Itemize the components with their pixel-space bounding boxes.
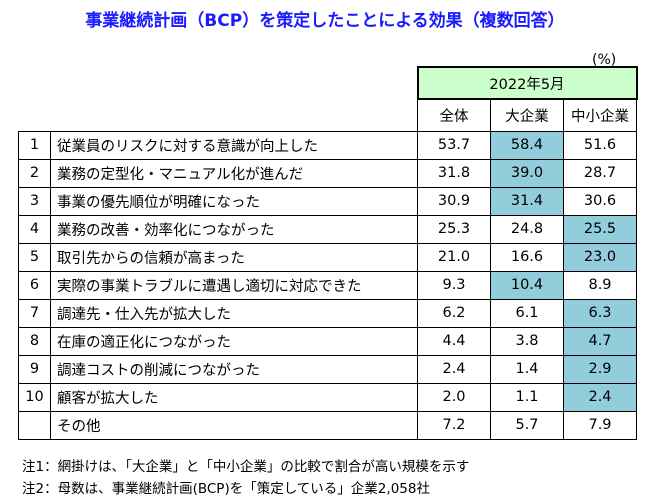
value-cell: 6.3 [563,298,637,328]
note-1: 注1：網掛けは、「大企業」と「中小企業」の比較で割合が高い規模を示す [22,459,470,475]
value-cell: 5.7 [490,410,564,440]
rank-cell: 4 [18,214,51,244]
item-label: 顧客が拡大した [50,382,418,412]
rank-cell: 2 [18,158,51,188]
value-cell: 23.0 [563,242,637,272]
item-label: 調達先・仕入先が拡大した [50,298,418,328]
value-cell: 30.9 [417,186,491,216]
value-cell: 2.0 [417,382,491,412]
rank-cell: 10 [18,382,51,412]
value-cell: 1.1 [490,382,564,412]
value-cell: 7.2 [417,410,491,440]
item-label: 事業の優先順位が明確になった [50,186,418,216]
table-row: 7 調達先・仕入先が拡大した 6.2 6.1 6.3 [18,298,637,328]
results-table: 2022年5月 全体 大企業 中小企業 1 従業員のリスクに対する意識が向上した 5… [18,66,638,440]
value-cell: 10.4 [490,270,564,300]
table-row: 2 業務の定型化・マニュアル化が進んだ 31.8 39.0 28.7 [18,158,637,188]
item-label: 調達コストの削減につながった [50,354,418,384]
item-label: 実際の事業トラブルに遭遇し適切に対応できた [50,270,418,300]
period-header: 2022年5月 [416,66,638,100]
value-cell: 31.4 [490,186,564,216]
value-cell: 39.0 [490,158,564,188]
value-cell: 25.3 [417,214,491,244]
table-row: 8 在庫の適正化につながった 4.4 3.8 4.7 [18,326,637,356]
value-cell: 31.8 [417,158,491,188]
table-row: 4 業務の改善・効率化につながった 25.3 24.8 25.5 [18,214,637,244]
note-2: 注2：母数は、事業継続計画(BCP)を「策定している」企業2,058社 [22,481,430,497]
page-title: 事業継続計画（BCP）を策定したことによる効果（複数回答） [85,11,565,31]
item-label: 業務の定型化・マニュアル化が進んだ [50,158,418,188]
value-cell: 24.8 [490,214,564,244]
table-row: 1 従業員のリスクに対する意識が向上した 53.7 58.4 51.6 [18,130,637,160]
rank-cell: 7 [18,298,51,328]
value-cell: 1.4 [490,354,564,384]
table-row: 6 実際の事業トラブルに遭遇し適切に対応できた 9.3 10.4 8.9 [18,270,637,300]
table-row: その他 7.2 5.7 7.9 [18,410,637,440]
table-row: 10 顧客が拡大した 2.0 1.1 2.4 [18,382,637,412]
rank-cell [18,410,51,440]
value-cell: 53.7 [417,130,491,160]
value-cell: 2.9 [563,354,637,384]
item-label: 取引先からの信頼が高まった [50,242,418,272]
value-cell: 7.9 [563,410,637,440]
value-cell: 9.3 [417,270,491,300]
value-cell: 21.0 [417,242,491,272]
value-cell: 58.4 [490,130,564,160]
rank-cell: 8 [18,326,51,356]
table-row: 9 調達コストの削減につながった 2.4 1.4 2.9 [18,354,637,384]
value-cell: 30.6 [563,186,637,216]
column-header-sme: 中小企業 [563,98,637,132]
table-row: 5 取引先からの信頼が高まった 21.0 16.6 23.0 [18,242,637,272]
value-cell: 3.8 [490,326,564,356]
rank-cell: 1 [18,130,51,160]
value-cell: 8.9 [563,270,637,300]
value-cell: 2.4 [563,382,637,412]
rank-cell: 6 [18,270,51,300]
value-cell: 4.7 [563,326,637,356]
item-label: その他 [50,410,418,440]
table-row: 3 事業の優先順位が明確になった 30.9 31.4 30.6 [18,186,637,216]
value-cell: 6.2 [417,298,491,328]
item-label: 従業員のリスクに対する意識が向上した [50,130,418,160]
value-cell: 6.1 [490,298,564,328]
column-header-all: 全体 [417,98,491,132]
value-cell: 28.7 [563,158,637,188]
rank-cell: 9 [18,354,51,384]
rank-cell: 3 [18,186,51,216]
item-label: 業務の改善・効率化につながった [50,214,418,244]
item-label: 在庫の適正化につながった [50,326,418,356]
value-cell: 4.4 [417,326,491,356]
value-cell: 51.6 [563,130,637,160]
rank-cell: 5 [18,242,51,272]
value-cell: 16.6 [490,242,564,272]
value-cell: 25.5 [563,214,637,244]
unit-label: (%) [592,52,617,68]
value-cell: 2.4 [417,354,491,384]
column-header-large: 大企業 [490,98,564,132]
